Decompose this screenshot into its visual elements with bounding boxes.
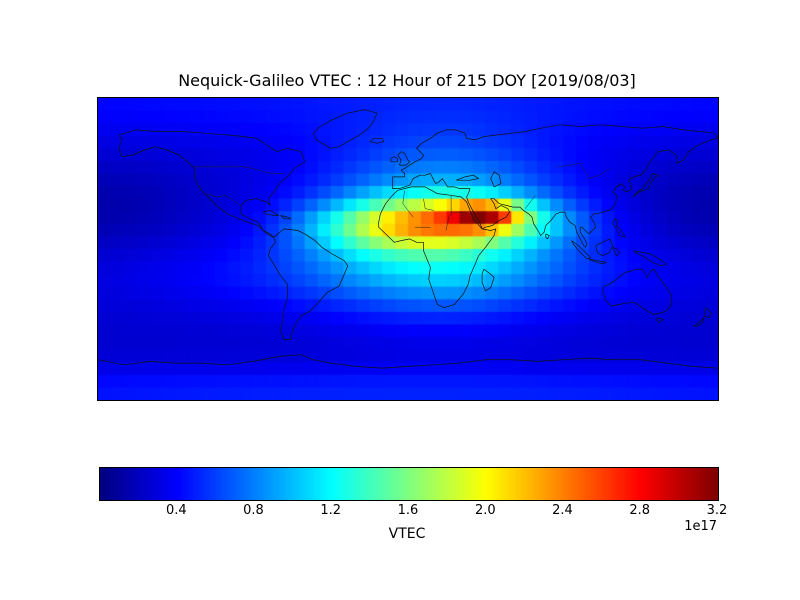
colorbar-tick-label: 0.4 [165, 503, 187, 518]
vtec-heatmap-canvas [98, 98, 718, 400]
colorbar [99, 467, 719, 501]
chart-title: Nequick-Galileo VTEC : 12 Hour of 215 DO… [178, 71, 636, 90]
colorbar-tick-label: 1.6 [397, 503, 419, 518]
colorbar-tick-label: 2.8 [629, 503, 651, 518]
colorbar-tick-label: 2.4 [552, 503, 573, 518]
colorbar-tick-label: 0.8 [243, 503, 264, 518]
colorbar-tick-label: 2.0 [474, 503, 496, 518]
colorbar-offset-text: 1e17 [684, 519, 717, 534]
colorbar-tick-label: 1.2 [320, 503, 342, 518]
coastlines-overlay [98, 109, 718, 369]
colorbar-gradient [100, 468, 718, 500]
colorbar-tick-row: 0.4 0.8 1.2 1.6 2.0 2.4 2.8 3.2 [99, 503, 727, 520]
colorbar-tick-label: 3.2 [706, 503, 728, 518]
map-axes [97, 97, 719, 401]
colorbar-label: VTEC [388, 526, 426, 542]
